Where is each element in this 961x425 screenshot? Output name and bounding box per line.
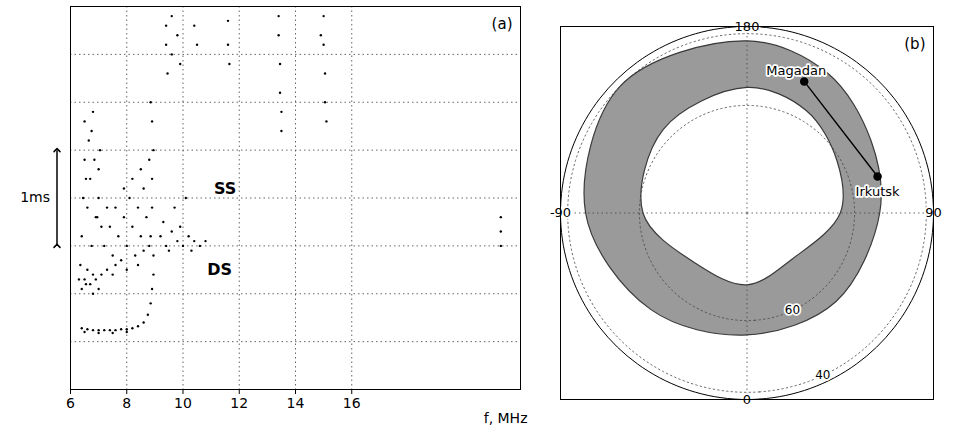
svg-text:Irkutsk: Irkutsk (856, 184, 900, 199)
svg-text:10: 10 (174, 395, 192, 411)
svg-text:Magadan: Magadan (766, 63, 826, 78)
svg-text:1ms: 1ms (20, 189, 50, 205)
svg-text:-90: -90 (549, 205, 572, 221)
svg-text:(a): (a) (492, 15, 513, 33)
svg-text:SS: SS (214, 179, 236, 198)
svg-text:f, MHz: f, MHz (484, 410, 528, 425)
svg-text:16: 16 (343, 395, 361, 411)
svg-text:90: 90 (925, 205, 942, 221)
svg-text:12: 12 (230, 395, 248, 411)
svg-text:0: 0 (742, 391, 752, 407)
svg-text:6: 6 (66, 395, 75, 411)
svg-text:14: 14 (287, 395, 305, 411)
svg-text:(b): (b) (904, 35, 925, 53)
svg-text:40: 40 (815, 368, 830, 382)
svg-text:60: 60 (785, 303, 800, 317)
svg-text:180: 180 (734, 18, 760, 34)
svg-text:DS: DS (207, 260, 232, 279)
svg-text:8: 8 (122, 395, 131, 411)
